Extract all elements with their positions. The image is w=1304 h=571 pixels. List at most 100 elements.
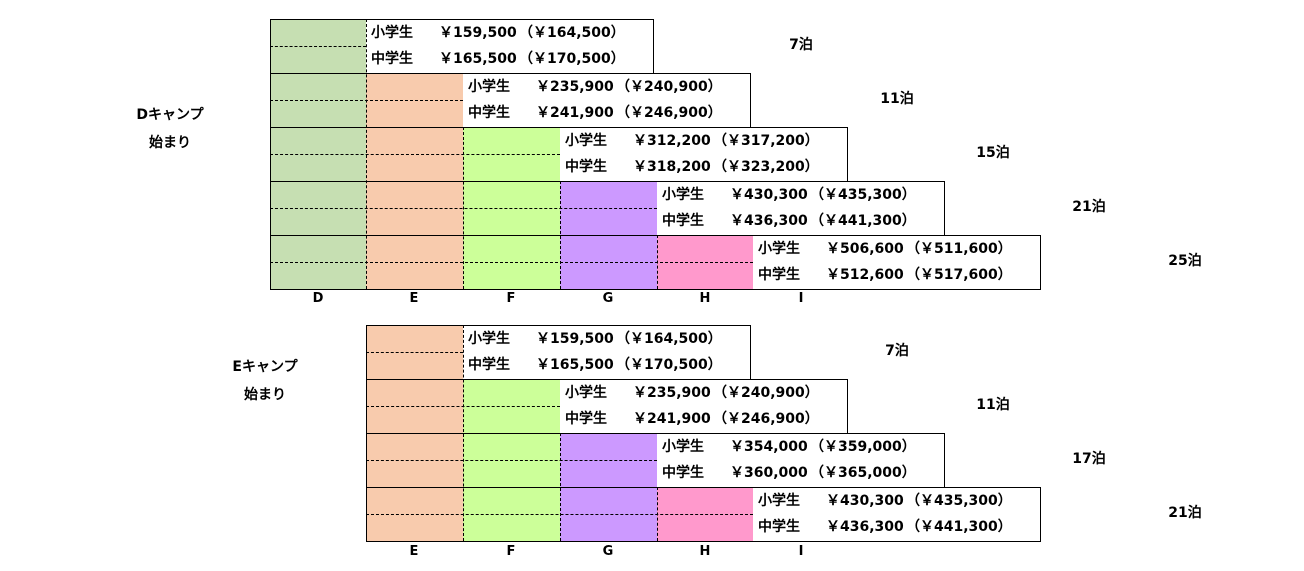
middle-school-price: ￥165,500 (439, 51, 517, 67)
middle-school-label: 中学生 (468, 105, 510, 121)
middle-school-price-alt: （￥441,300） (810, 213, 916, 229)
middle-school-price-alt: （￥323,200） (713, 159, 819, 175)
elementary-price: ￥354,000 (730, 439, 808, 455)
middle-school-label: 中学生 (565, 411, 607, 427)
price-box-right-border (944, 181, 945, 235)
middle-school-price-alt: （￥246,900） (713, 411, 819, 427)
middle-school-price-alt: （￥441,300） (906, 519, 1012, 535)
row-top-border (270, 19, 654, 20)
middle-school-price: ￥512,600 (826, 267, 904, 283)
table-left-border (270, 19, 271, 289)
middle-school-price: ￥241,900 (633, 411, 711, 427)
middle-school-label: 中学生 (468, 357, 510, 373)
camp-label-sub: 始まり (149, 135, 191, 151)
column-label-E: E (409, 291, 419, 306)
nights-label: 11泊 (976, 397, 1010, 413)
elementary-price: ￥430,300 (730, 187, 808, 203)
middle-school-label: 中学生 (662, 213, 704, 229)
elementary-price: ￥430,300 (826, 493, 904, 509)
nights-label: 15泊 (976, 145, 1010, 161)
row-top-border (270, 127, 848, 128)
elementary-price: ￥159,500 (439, 25, 517, 41)
elementary-price-alt: （￥317,200） (713, 133, 819, 149)
nights-label: 25泊 (1168, 253, 1202, 269)
column-label-E: E (409, 544, 419, 559)
column-label-H: H (699, 291, 711, 306)
camp-label: Eキャンプ (232, 359, 298, 375)
column-label-G: G (602, 291, 614, 306)
elementary-label: 小学生 (758, 493, 800, 509)
middle-school-price-alt: （￥170,500） (616, 357, 722, 373)
nights-label: 21泊 (1168, 505, 1202, 521)
column-divider (560, 433, 561, 541)
row-top-border (366, 379, 848, 380)
nights-label: 17泊 (1072, 451, 1106, 467)
nights-label: 21泊 (1072, 199, 1106, 215)
elementary-label: 小学生 (371, 25, 413, 41)
elementary-label: 小学生 (758, 241, 800, 257)
elementary-label: 小学生 (468, 331, 510, 347)
column-divider (560, 181, 561, 289)
row-mid-divider (270, 154, 560, 155)
price-box-right-border (847, 379, 848, 433)
column-label-H: H (699, 544, 711, 559)
row-mid-divider (366, 460, 657, 461)
column-label-F: F (506, 544, 516, 559)
nights-label: 11泊 (880, 91, 914, 107)
elementary-price-alt: （￥435,300） (906, 493, 1012, 509)
elementary-price: ￥235,900 (633, 385, 711, 401)
elementary-price-alt: （￥164,500） (519, 25, 625, 41)
column-label-F: F (506, 291, 516, 306)
elementary-label: 小学生 (565, 385, 607, 401)
column-label-D: D (312, 291, 324, 306)
middle-school-price: ￥436,300 (730, 213, 808, 229)
elementary-label: 小学生 (662, 439, 704, 455)
elementary-price-alt: （￥240,900） (713, 385, 819, 401)
middle-school-label: 中学生 (371, 51, 413, 67)
row-top-border (366, 433, 945, 434)
price-box-right-border (1040, 487, 1041, 541)
price-box-right-border (944, 433, 945, 487)
price-box-right-border (847, 127, 848, 181)
elementary-label: 小学生 (468, 79, 510, 95)
middle-school-price: ￥165,500 (536, 357, 614, 373)
column-divider (657, 487, 658, 541)
middle-school-price-alt: （￥170,500） (519, 51, 625, 67)
price-box-right-border (653, 19, 654, 73)
row-mid-divider (366, 352, 463, 353)
nights-label: 7泊 (885, 343, 909, 359)
middle-school-price: ￥318,200 (633, 159, 711, 175)
middle-school-label: 中学生 (758, 267, 800, 283)
middle-school-label: 中学生 (662, 465, 704, 481)
middle-school-price-alt: （￥365,000） (810, 465, 916, 481)
table-left-border (366, 325, 367, 541)
middle-school-label: 中学生 (758, 519, 800, 535)
table-bottom-border (270, 289, 1041, 290)
middle-school-price: ￥436,300 (826, 519, 904, 535)
row-top-border (366, 487, 1041, 488)
elementary-price-alt: （￥435,300） (810, 187, 916, 203)
elementary-price-alt: （￥359,000） (810, 439, 916, 455)
camp-label-sub: 始まり (244, 387, 286, 403)
price-box-right-border (1040, 235, 1041, 289)
column-label-G: G (602, 544, 614, 559)
elementary-price: ￥235,900 (536, 79, 614, 95)
row-top-border (270, 73, 751, 74)
row-mid-divider (270, 46, 366, 47)
row-top-border (270, 235, 1041, 236)
elementary-price-alt: （￥164,500） (616, 331, 722, 347)
middle-school-price: ￥360,000 (730, 465, 808, 481)
column-divider (657, 235, 658, 289)
elementary-price: ￥159,500 (536, 331, 614, 347)
nights-label: 7泊 (789, 37, 813, 53)
elementary-price-alt: （￥240,900） (616, 79, 722, 95)
elementary-label: 小学生 (662, 187, 704, 203)
row-mid-divider (366, 514, 753, 515)
elementary-price: ￥312,200 (633, 133, 711, 149)
elementary-price-alt: （￥511,600） (906, 241, 1012, 257)
row-top-border (366, 325, 751, 326)
price-box-right-border (750, 73, 751, 127)
middle-school-price-alt: （￥246,900） (616, 105, 722, 121)
price-box-right-border (750, 325, 751, 379)
column-label-I: I (798, 291, 804, 306)
